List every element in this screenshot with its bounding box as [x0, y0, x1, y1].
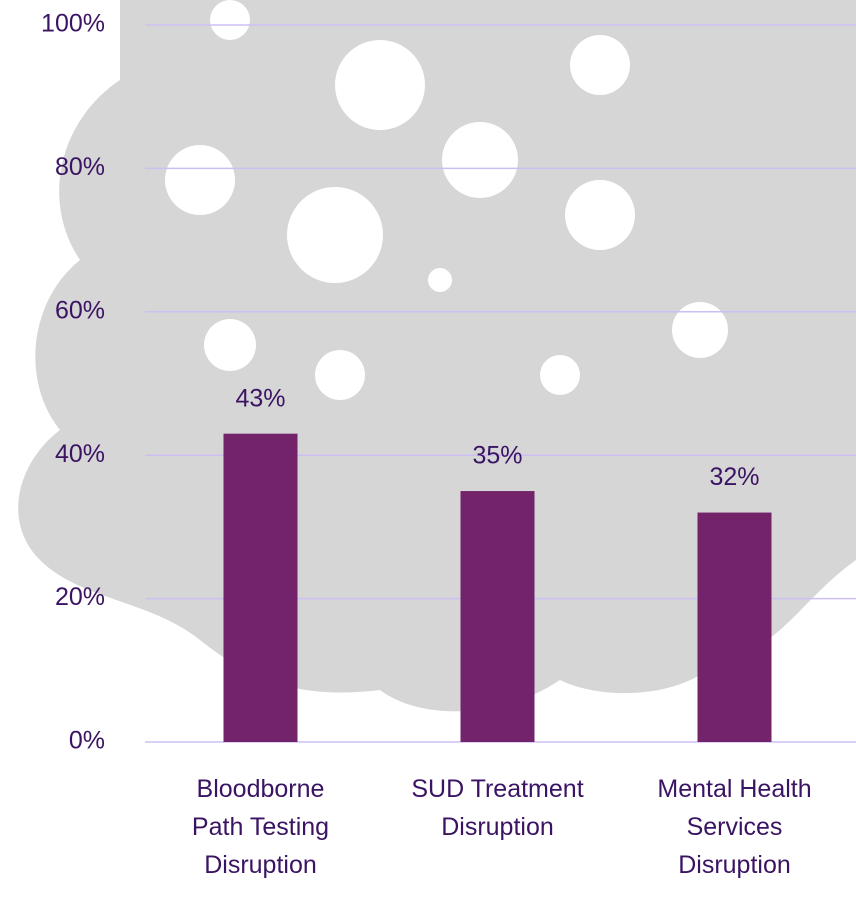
- y-tick-label: 60%: [55, 296, 105, 324]
- y-tick-label: 20%: [55, 583, 105, 611]
- data-label: 35%: [472, 442, 522, 470]
- y-tick-label: 40%: [55, 440, 105, 468]
- x-tick-label: Mental Health Services Disruption: [657, 775, 812, 879]
- data-label: 32%: [709, 463, 759, 491]
- x-tick-label: SUD Treatment Disruption: [411, 775, 584, 841]
- data-label: 43%: [235, 384, 285, 412]
- background-spots: [165, 0, 728, 400]
- x-tick-label: Bloodborne Path Testing Disruption: [191, 775, 330, 879]
- y-tick-label: 80%: [55, 153, 105, 181]
- y-tick-label: 100%: [41, 10, 105, 38]
- bar: [460, 491, 535, 742]
- y-tick-label: 0%: [69, 727, 105, 755]
- bar: [223, 433, 298, 742]
- bar: [697, 512, 772, 742]
